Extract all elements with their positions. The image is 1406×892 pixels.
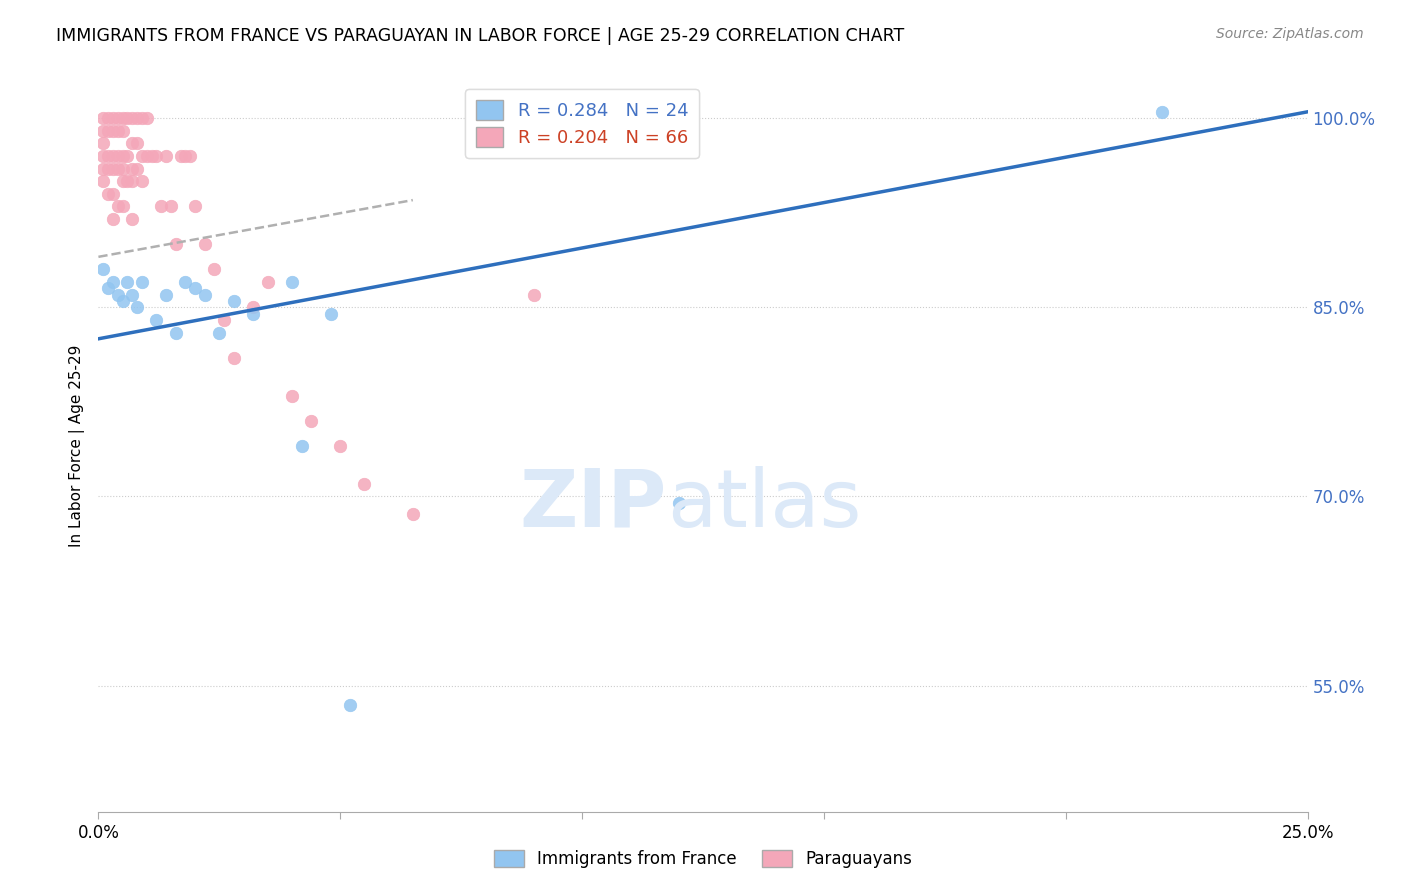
Point [145,149,167,163]
Text: atlas: atlas [666,466,860,543]
Point [299,414,322,428]
Point [169,149,191,163]
Point [256,275,278,289]
Y-axis label: In Labor Force | Age 25-29: In Labor Force | Age 25-29 [69,345,86,547]
Point [165,237,187,252]
Point [117,275,139,289]
Point [127,111,149,125]
Point [194,287,217,301]
Point [127,300,149,314]
Legend: Immigrants from France, Paraguayans: Immigrants from France, Paraguayans [488,843,918,875]
Point [179,149,201,163]
Point [242,307,264,321]
Point [101,111,124,125]
Point [111,149,134,163]
Point [111,161,134,176]
Point [111,111,134,125]
Point [121,212,143,227]
Point [101,212,124,227]
Point [141,149,163,163]
Point [97,161,120,176]
Point [319,307,342,321]
Point [1152,104,1174,119]
Point [127,136,149,151]
Point [97,111,120,125]
Point [523,287,546,301]
Point [91,262,114,277]
Point [184,281,207,295]
Point [339,698,361,712]
Point [135,111,157,125]
Point [150,199,173,213]
Point [101,161,124,176]
Point [127,161,149,176]
Point [101,186,124,201]
Point [111,199,134,213]
Point [111,124,134,138]
Point [107,161,129,176]
Point [121,136,143,151]
Point [242,300,264,314]
Point [131,275,153,289]
Point [107,124,129,138]
Point [281,275,304,289]
Point [668,496,690,510]
Legend: R = 0.284   N = 24, R = 0.204   N = 66: R = 0.284 N = 24, R = 0.204 N = 66 [465,89,699,158]
Point [121,111,143,125]
Point [131,111,153,125]
Point [155,287,177,301]
Point [402,507,425,521]
Point [101,275,124,289]
Point [174,149,197,163]
Point [91,136,114,151]
Point [131,174,153,188]
Point [97,281,120,295]
Point [121,174,143,188]
Point [101,124,124,138]
Point [208,326,231,340]
Point [290,439,312,453]
Point [281,388,304,402]
Point [329,439,352,453]
Point [111,174,134,188]
Text: IMMIGRANTS FROM FRANCE VS PARAGUAYAN IN LABOR FORCE | AGE 25-29 CORRELATION CHAR: IMMIGRANTS FROM FRANCE VS PARAGUAYAN IN … [56,27,904,45]
Point [91,174,114,188]
Text: ZIP: ZIP [519,466,666,543]
Point [222,293,245,308]
Point [174,275,197,289]
Point [145,313,167,327]
Point [131,149,153,163]
Point [222,351,245,365]
Point [111,293,134,308]
Point [117,111,139,125]
Point [204,262,226,277]
Point [107,287,129,301]
Point [97,186,120,201]
Point [194,237,217,252]
Point [107,149,129,163]
Point [353,476,375,491]
Point [107,111,129,125]
Point [91,111,114,125]
Point [117,149,139,163]
Point [117,174,139,188]
Text: Source: ZipAtlas.com: Source: ZipAtlas.com [1216,27,1364,41]
Point [160,199,183,213]
Point [121,161,143,176]
Point [97,124,120,138]
Point [91,124,114,138]
Point [91,149,114,163]
Point [135,149,157,163]
Point [212,313,235,327]
Point [91,161,114,176]
Point [101,149,124,163]
Point [165,326,187,340]
Point [121,287,143,301]
Point [155,149,177,163]
Point [184,199,207,213]
Point [97,149,120,163]
Point [107,199,129,213]
